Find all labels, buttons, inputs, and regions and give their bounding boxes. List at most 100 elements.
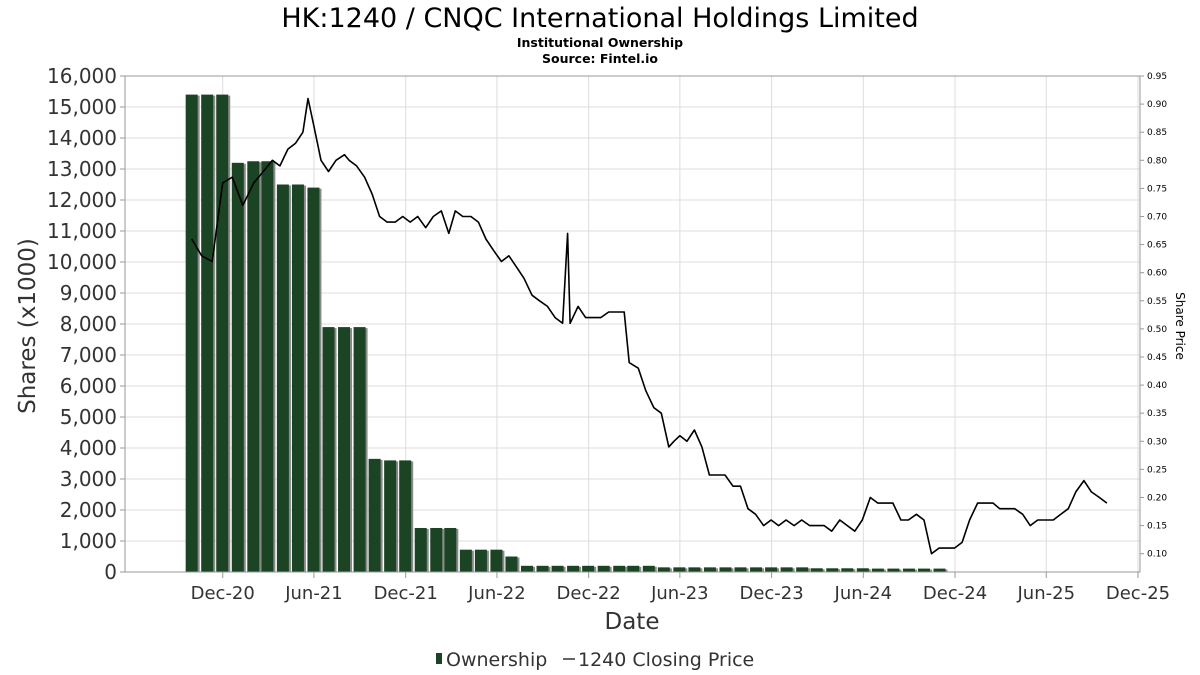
ownership-bar-fill [459,549,472,572]
y-tick-label: 13,000 [47,157,117,181]
ownership-bar [627,565,642,572]
legend-price-label: 1240 Closing Price [578,649,754,671]
x-tick-label: Dec-23 [739,583,803,604]
ownership-bar-fill [902,568,915,572]
y2-tick-label: 0.20 [1147,493,1167,503]
ownership-bar [185,94,200,572]
ownership-bar [673,567,688,572]
y2-tick-label: 0.55 [1147,297,1167,307]
ownership-bar [902,568,917,572]
y2-tick-label: 0.75 [1147,184,1167,194]
y2-tick-label: 0.30 [1147,437,1167,447]
x-tick-label: Dec-21 [374,583,438,604]
ownership-bar-fill [719,567,732,572]
ownership-bar [231,162,246,573]
ownership-bar-fill [276,184,289,572]
y2-tick-label: 0.15 [1147,522,1167,532]
y-tick-label: 6,000 [60,374,117,398]
ownership-bar-fill [368,458,381,572]
y-axis-title: Shares (x1000) [15,238,41,414]
ownership-bar [597,565,612,572]
ownership-bar [459,549,474,572]
ownership-bar [871,568,886,572]
ownership-bar [368,458,383,572]
x-tick-label: Jun-23 [650,583,709,604]
y-tick-label: 9,000 [60,281,117,305]
ownership-bar-fill [657,567,670,572]
x-tick-label: Jun-24 [834,583,893,604]
ownership-bar [613,565,628,572]
ownership-bar-fill [414,527,427,572]
chart-subtitle: Institutional Ownership [517,35,683,50]
ownership-bar-fill [750,567,763,572]
ownership-bar-fill [551,565,564,572]
ownership-bar [750,567,765,572]
y2-tick-label: 0.95 [1147,72,1167,82]
y2-tick-label: 0.60 [1147,269,1167,279]
x-tick-label: Dec-22 [557,583,621,604]
ownership-bar-fill [216,94,229,572]
y-tick-label: 3,000 [60,467,117,491]
ownership-bar-fill [597,565,610,572]
ownership-bar [582,565,597,572]
ownership-bar-fill [780,567,793,572]
ownership-bar [688,567,703,572]
price-line-layer [191,97,1108,555]
ownership-bar [338,327,353,572]
ownership-bar-fill [247,161,260,572]
ownership-bar [276,184,291,572]
ownership-bar-fill [261,161,274,572]
y-tick-label: 10,000 [47,250,117,274]
chart-source: Source: Fintel.io [542,51,658,66]
ownership-bar-fill [430,527,443,572]
x-axis-ticks: Dec-20 Jun-21 Dec-21 Jun-22 Dec-22 Jun-23 Dec-… [191,572,1170,604]
y2-tick-label: 0.80 [1147,156,1167,166]
ownership-bar [430,527,445,572]
y-tick-label: 1,000 [60,529,117,553]
ownership-bar-fill [567,565,580,572]
ownership-bar [261,161,276,572]
y2-tick-label: 0.85 [1147,128,1167,138]
ownership-bar [810,568,825,572]
ownership-bar-fill [399,460,412,572]
ownership-bar-fill [703,567,716,572]
x-tick-label: Jun-21 [284,583,343,604]
y-tick-label: 8,000 [60,312,117,336]
ownership-bar [796,567,811,572]
ownership-bar-fill [582,565,595,572]
ownership-bar [399,460,414,572]
x-tick-label: Jun-25 [1017,583,1076,604]
ownership-bar [474,549,489,572]
ownership-bar [703,567,718,572]
legend-ownership-label: Ownership [446,649,547,671]
ownership-bar-fill [536,565,549,572]
ownership-bar [917,568,932,572]
ownership-bar [856,568,871,572]
ownership-bar-fill [322,327,335,572]
ownership-bar [567,565,582,572]
ownership-bar-fill [765,567,778,572]
ownership-bar-fill [917,568,930,572]
chart-title: HK:1240 / CNQC International Holdings Li… [281,3,918,34]
ownership-bar [780,567,795,572]
y-axis-ticks: 0 1,000 2,000 3,000 4,000 5,000 6,000 7,000 8,00… [47,64,125,584]
y2-tick-label: 0.40 [1147,381,1167,391]
ownership-bar [826,568,841,572]
ownership-bar [353,327,368,572]
ownership-bar-fill [826,568,839,572]
y-tick-label: 2,000 [60,498,117,522]
ownership-bar [216,94,231,572]
y-tick-label: 11,000 [47,219,117,243]
ownership-bar [657,567,672,572]
y2-tick-label: 0.45 [1147,353,1167,363]
y2-tick-label: 0.70 [1147,212,1167,222]
y-tick-label: 7,000 [60,343,117,367]
ownership-bars [185,94,948,573]
ownership-bar [536,565,551,572]
ownership-bar [291,184,306,572]
y2-tick-label: 0.90 [1147,100,1167,110]
ownership-bar-fill [185,94,198,572]
ownership-bar-fill [384,460,397,572]
legend-ownership-swatch [436,653,442,664]
ownership-bar-fill [444,527,457,572]
